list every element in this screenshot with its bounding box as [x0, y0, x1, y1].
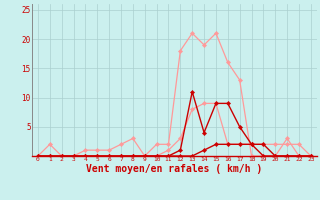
X-axis label: Vent moyen/en rafales ( km/h ): Vent moyen/en rafales ( km/h )	[86, 164, 262, 174]
